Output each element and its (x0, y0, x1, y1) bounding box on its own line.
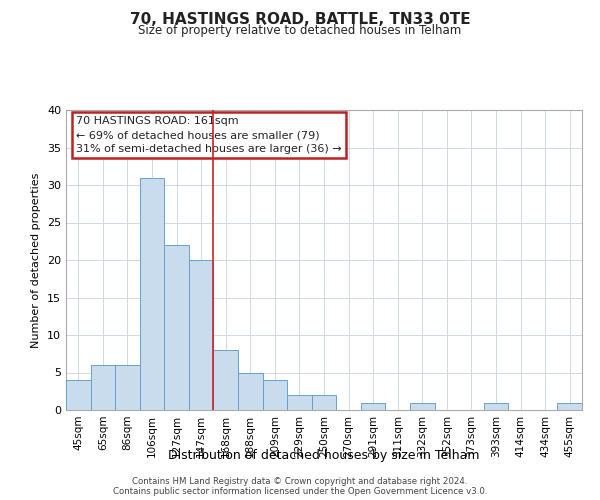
Text: Distribution of detached houses by size in Telham: Distribution of detached houses by size … (168, 448, 480, 462)
Bar (557, 402, 582, 410)
Bar (263, 380, 287, 410)
Bar (189, 260, 214, 410)
Bar (287, 395, 312, 410)
Bar (312, 395, 336, 410)
Bar (140, 178, 164, 410)
Bar (66, 380, 91, 410)
Bar (410, 402, 434, 410)
Y-axis label: Number of detached properties: Number of detached properties (31, 172, 41, 348)
Text: 70, HASTINGS ROAD, BATTLE, TN33 0TE: 70, HASTINGS ROAD, BATTLE, TN33 0TE (130, 12, 470, 28)
Text: Contains public sector information licensed under the Open Government Licence v3: Contains public sector information licen… (113, 486, 487, 496)
Bar (115, 365, 140, 410)
Bar (238, 372, 263, 410)
Bar (214, 350, 238, 410)
Bar (484, 402, 508, 410)
Text: 70 HASTINGS ROAD: 161sqm
← 69% of detached houses are smaller (79)
31% of semi-d: 70 HASTINGS ROAD: 161sqm ← 69% of detach… (76, 116, 342, 154)
Text: Size of property relative to detached houses in Telham: Size of property relative to detached ho… (139, 24, 461, 37)
Bar (164, 245, 189, 410)
Bar (91, 365, 115, 410)
Bar (361, 402, 385, 410)
Text: Contains HM Land Registry data © Crown copyright and database right 2024.: Contains HM Land Registry data © Crown c… (132, 476, 468, 486)
